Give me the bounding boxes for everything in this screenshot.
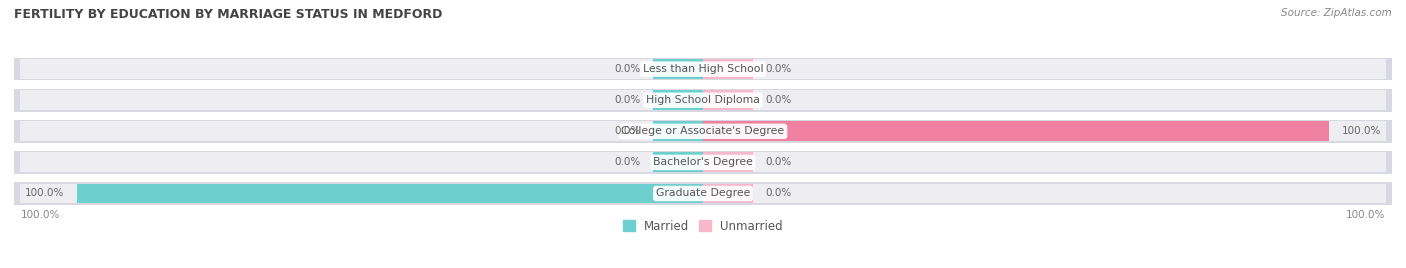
Text: Bachelor's Degree: Bachelor's Degree <box>652 157 754 168</box>
Text: College or Associate's Degree: College or Associate's Degree <box>621 126 785 136</box>
Text: FERTILITY BY EDUCATION BY MARRIAGE STATUS IN MEDFORD: FERTILITY BY EDUCATION BY MARRIAGE STATU… <box>14 8 443 21</box>
Text: 0.0%: 0.0% <box>614 126 640 136</box>
Text: 100.0%: 100.0% <box>1341 126 1381 136</box>
Text: 0.0%: 0.0% <box>766 188 792 199</box>
Bar <box>703 90 754 110</box>
Text: Less than High School: Less than High School <box>643 64 763 74</box>
Bar <box>652 90 703 110</box>
Bar <box>652 121 703 141</box>
Bar <box>14 151 1392 174</box>
Bar <box>14 120 1392 143</box>
Text: 0.0%: 0.0% <box>614 157 640 168</box>
Text: Graduate Degree: Graduate Degree <box>655 188 751 199</box>
Legend: Married, Unmarried: Married, Unmarried <box>619 215 787 237</box>
Text: 0.0%: 0.0% <box>766 157 792 168</box>
Text: 100.0%: 100.0% <box>25 188 65 199</box>
Bar <box>20 59 1386 79</box>
Bar <box>77 184 703 203</box>
Bar <box>20 121 1386 141</box>
Text: 100.0%: 100.0% <box>1347 210 1386 220</box>
Text: 0.0%: 0.0% <box>766 95 792 105</box>
Text: 0.0%: 0.0% <box>614 64 640 74</box>
Bar <box>20 90 1386 110</box>
Text: Source: ZipAtlas.com: Source: ZipAtlas.com <box>1281 8 1392 18</box>
Bar <box>703 152 754 172</box>
Bar <box>14 58 1392 80</box>
Text: 0.0%: 0.0% <box>766 64 792 74</box>
Bar <box>14 182 1392 205</box>
Bar <box>703 184 754 203</box>
Text: High School Diploma: High School Diploma <box>647 95 759 105</box>
Bar <box>703 59 754 79</box>
Bar <box>652 152 703 172</box>
Text: 100.0%: 100.0% <box>20 210 59 220</box>
Bar <box>20 184 1386 203</box>
Text: 0.0%: 0.0% <box>614 95 640 105</box>
Bar <box>20 152 1386 172</box>
Bar <box>14 89 1392 111</box>
Bar <box>703 121 1329 141</box>
Bar <box>652 59 703 79</box>
